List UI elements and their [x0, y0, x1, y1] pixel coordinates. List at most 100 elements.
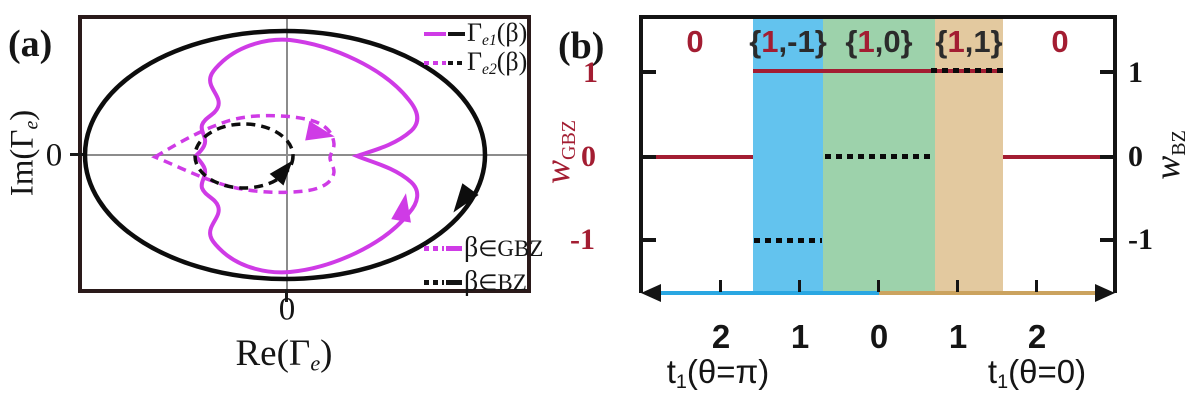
- brace: {: [935, 24, 948, 59]
- xtick-label-right-1: 1: [948, 318, 968, 355]
- t-subscript: 1: [997, 370, 1009, 393]
- panel-a-x-axis-title: Re(Γe): [235, 332, 332, 377]
- left-ytick-label-neg1: -1: [570, 223, 595, 256]
- right-tick-1: [1100, 70, 1113, 74]
- wbz-subscript: BZ: [1168, 130, 1190, 156]
- x-axis-title-theta-pi: t1(θ=π): [667, 355, 770, 393]
- left-tick-neg1: [643, 238, 656, 242]
- left-tick-0: [643, 155, 656, 159]
- legend-label-gamma-e2: Γe2(β): [467, 47, 528, 78]
- region-band-tan: [935, 19, 1003, 292]
- left-ytick-label-1: 1: [583, 56, 598, 89]
- gamma-e1-gbz-line-swatch-icon: [424, 32, 446, 37]
- beta-bz-dash-icon: [446, 279, 462, 285]
- xtick-0: [877, 280, 880, 292]
- x-axis-blue-segment: [659, 291, 879, 295]
- panel-a-y-axis-title: Im(Γe): [5, 110, 44, 197]
- xtick-right-1: [956, 280, 959, 292]
- panel-b-tag: (b): [558, 25, 605, 67]
- panel-a-ytick-mark: [70, 153, 84, 156]
- wgbz-value: 1: [947, 24, 965, 59]
- xtick-label-left-2: 2: [711, 318, 731, 355]
- xtick-right-2: [1035, 280, 1038, 292]
- wgbz-value: 1: [761, 24, 779, 59]
- right-ytick-label-neg1: -1: [1128, 223, 1153, 256]
- xtick-label-left-1: 1: [790, 318, 810, 355]
- x-axis-tan-segment: [879, 291, 1097, 295]
- gamma-e2-pre: Γ: [467, 47, 483, 76]
- x-title-pre: Re(Γ: [235, 333, 311, 374]
- region-label-trivial-right: 0: [1051, 26, 1068, 57]
- wbz-value: ,1}: [964, 24, 1003, 59]
- wgbz-value: 1: [857, 24, 875, 59]
- legend-label-beta-gbz: β∈GBZ: [464, 234, 543, 262]
- wbz-w-glyph: w: [1147, 155, 1187, 180]
- wbz-value: ,-1}: [778, 24, 827, 59]
- wgbz-w-glyph: w: [537, 159, 577, 185]
- region-label-1-neg1: {1,-1}: [749, 26, 827, 57]
- x-title-sub: e: [310, 350, 321, 376]
- left-ytick-label-0: 0: [581, 140, 596, 173]
- gamma-e1-bz-line-swatch-icon: [448, 32, 465, 37]
- beta-gbz-dash-icon: [446, 245, 462, 251]
- wbz-dotted-minus-one: [754, 238, 822, 243]
- t-subscript: 1: [675, 370, 687, 393]
- panel-a-xtick-label: 0: [278, 291, 296, 328]
- wgbz-line-left-zero: [643, 155, 753, 159]
- beta-glyph: β: [464, 266, 479, 297]
- x-axis-title-theta-0: t1(θ=0): [988, 355, 1086, 393]
- wgbz-value: 0: [686, 24, 704, 59]
- panel-a-ytick-label: 0: [45, 137, 63, 174]
- gamma-e1-post: (β): [496, 18, 528, 47]
- region-band-blue: [753, 19, 823, 292]
- legend-label-gamma-e1: Γe1(β): [467, 18, 528, 49]
- right-tick-neg1: [1100, 238, 1113, 242]
- gamma-e2-gbz-line-swatch-icon: [424, 61, 446, 66]
- y-title-sub: e: [20, 120, 43, 130]
- wbz-dotted-zero: [825, 154, 933, 159]
- brace: {: [749, 24, 762, 59]
- wgbz-axis-title: wGBZ: [537, 119, 581, 185]
- element-of-glyph: ∈: [478, 270, 498, 295]
- wgbz-line-one: [753, 69, 1003, 73]
- legend-label-beta-bz: β∈BZ: [464, 268, 527, 296]
- theta-condition: (θ=0): [1008, 353, 1087, 390]
- legend-item-beta-gbz: β∈GBZ: [424, 234, 543, 262]
- xtick-left-1: [798, 280, 801, 292]
- panel-a-tag: (a): [8, 23, 53, 65]
- right-tick-0: [1100, 155, 1113, 159]
- beta-gbz-dots-icon: [424, 245, 444, 251]
- t-glyph: t: [666, 353, 676, 390]
- gamma-e2-post: (β): [496, 47, 528, 76]
- wgbz-line-right-zero: [1003, 155, 1113, 159]
- legend-item-gamma-e2: Γe2(β): [424, 49, 527, 77]
- set-name: BZ: [497, 270, 527, 295]
- region-label-1-1: {1,1}: [935, 26, 1002, 57]
- x-axis-right-arrow-icon: [1095, 284, 1115, 302]
- xtick-label-0: 0: [869, 318, 889, 355]
- x-axis-left-arrow-icon: [641, 284, 661, 302]
- set-name: GBZ: [497, 236, 544, 261]
- brace: {: [845, 24, 858, 59]
- wbz-axis-title: wBZ: [1147, 130, 1191, 180]
- y-title-pre: Im(Γ: [4, 129, 41, 197]
- panel-a-zero-hline: [82, 154, 527, 156]
- y-title-post: ): [4, 109, 41, 121]
- gamma-e2-bz-line-swatch-icon: [448, 61, 465, 66]
- theta-condition: (θ=π): [686, 353, 770, 390]
- wgbz-subscript: GBZ: [558, 119, 580, 160]
- region-label-trivial-left: 0: [686, 26, 703, 57]
- element-of-glyph: ∈: [478, 236, 498, 261]
- gamma-e2-sub: e2: [482, 60, 497, 78]
- gamma-e1-sub: e1: [482, 31, 497, 49]
- x-title-post: ): [320, 333, 333, 374]
- panel-a-zero-vline: [286, 19, 288, 289]
- xtick-label-right-2: 2: [1027, 318, 1047, 355]
- beta-glyph: β: [464, 232, 479, 263]
- wgbz-value: 0: [1051, 24, 1069, 59]
- left-tick-1: [643, 70, 656, 74]
- gamma-e1-pre: Γ: [467, 18, 483, 47]
- beta-bz-dots-icon: [424, 279, 444, 285]
- wbz-value: ,0}: [874, 24, 913, 59]
